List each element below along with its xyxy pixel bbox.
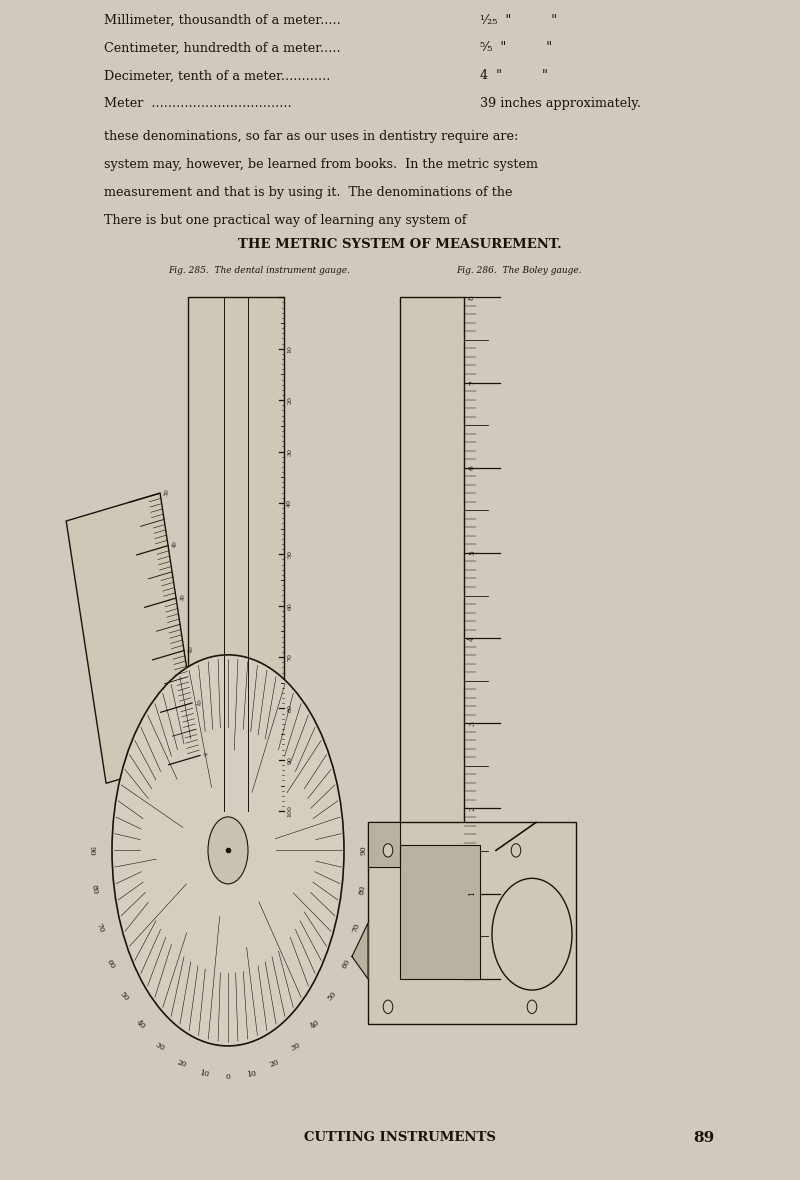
Text: 60: 60 [340,958,352,970]
Text: 90: 90 [360,846,368,856]
Text: Meter  ..................................: Meter .................................. [104,97,292,110]
Text: CUTTING INSTRUMENTS: CUTTING INSTRUMENTS [304,1132,496,1145]
Polygon shape [352,923,368,979]
Text: 50: 50 [287,550,292,558]
Text: these denominations, so far as our uses in dentistry require are:: these denominations, so far as our uses … [104,130,518,143]
Text: 1: 1 [468,891,476,896]
Text: Fig. 286.  The Boley gauge.: Fig. 286. The Boley gauge. [456,266,582,275]
Circle shape [492,878,572,990]
Circle shape [511,844,521,857]
Text: 10: 10 [287,345,292,353]
Text: 70: 70 [350,922,362,933]
Bar [400,845,480,979]
Text: 70: 70 [94,922,106,933]
Text: Centimeter, hundredth of a meter.....: Centimeter, hundredth of a meter..... [104,41,341,54]
Text: Fig. 285.  The dental instrument gauge.: Fig. 285. The dental instrument gauge. [168,266,350,275]
Circle shape [383,844,393,857]
Text: 6: 6 [468,465,476,470]
Text: 80: 80 [357,884,366,896]
Text: 39 inches approximately.: 39 inches approximately. [480,97,641,110]
Text: Millimeter, thousandth of a meter.....: Millimeter, thousandth of a meter..... [104,13,341,26]
Text: 30: 30 [154,1041,166,1053]
Text: 10: 10 [196,697,202,706]
Bar [368,822,576,1023]
Text: 100: 100 [287,805,292,818]
Bar [400,297,464,979]
Text: 60: 60 [287,602,292,610]
Ellipse shape [112,655,344,1045]
Text: 40: 40 [309,1018,322,1030]
Text: 5: 5 [468,551,476,556]
Text: 0: 0 [226,1073,230,1081]
Text: 89: 89 [694,1130,714,1145]
Text: 30: 30 [180,592,186,601]
Text: 20: 20 [175,1058,187,1069]
Bar [66,493,200,784]
Text: measurement and that is by using it.  The denominations of the: measurement and that is by using it. The… [104,185,513,198]
Text: 30: 30 [287,447,292,455]
Ellipse shape [208,817,248,884]
Text: 50: 50 [118,990,130,1003]
Polygon shape [368,822,400,867]
Text: 0: 0 [204,752,210,756]
Text: 40: 40 [287,499,292,507]
Text: ¹⁄₂₅  "          ": ¹⁄₂₅ " " [480,13,557,26]
Text: 80: 80 [287,704,292,713]
Text: THE METRIC SYSTEM OF MEASUREMENT.: THE METRIC SYSTEM OF MEASUREMENT. [238,238,562,251]
Text: 4: 4 [468,636,476,641]
Text: 70: 70 [287,653,292,661]
Text: 2: 2 [468,806,476,811]
Text: 90: 90 [88,846,96,856]
Text: 50: 50 [164,489,170,496]
Text: 30: 30 [290,1041,302,1053]
Text: 4  "          ": 4 " " [480,70,548,83]
Text: 3: 3 [468,721,476,726]
Text: 40: 40 [134,1018,147,1030]
Circle shape [383,1001,393,1014]
Text: 20: 20 [287,396,292,404]
Text: 80: 80 [90,884,99,896]
Text: 10: 10 [246,1069,257,1079]
Text: 8: 8 [468,295,476,300]
Text: 7: 7 [468,380,476,385]
Text: 60: 60 [104,958,116,970]
Text: There is but one practical way of learning any system of: There is but one practical way of learni… [104,214,466,227]
Text: 40: 40 [172,540,178,549]
Text: 20: 20 [188,645,194,654]
Circle shape [527,1001,537,1014]
Text: 10: 10 [199,1069,210,1079]
Text: system may, however, be learned from books.  In the metric system: system may, however, be learned from boo… [104,158,538,171]
Text: 90: 90 [287,756,292,763]
Text: 50: 50 [326,990,338,1003]
Text: Decimeter, tenth of a meter............: Decimeter, tenth of a meter............ [104,70,330,83]
Text: ⁵⁄₅  "          ": ⁵⁄₅ " " [480,41,552,54]
Bar [188,297,284,812]
Text: 20: 20 [269,1058,281,1069]
